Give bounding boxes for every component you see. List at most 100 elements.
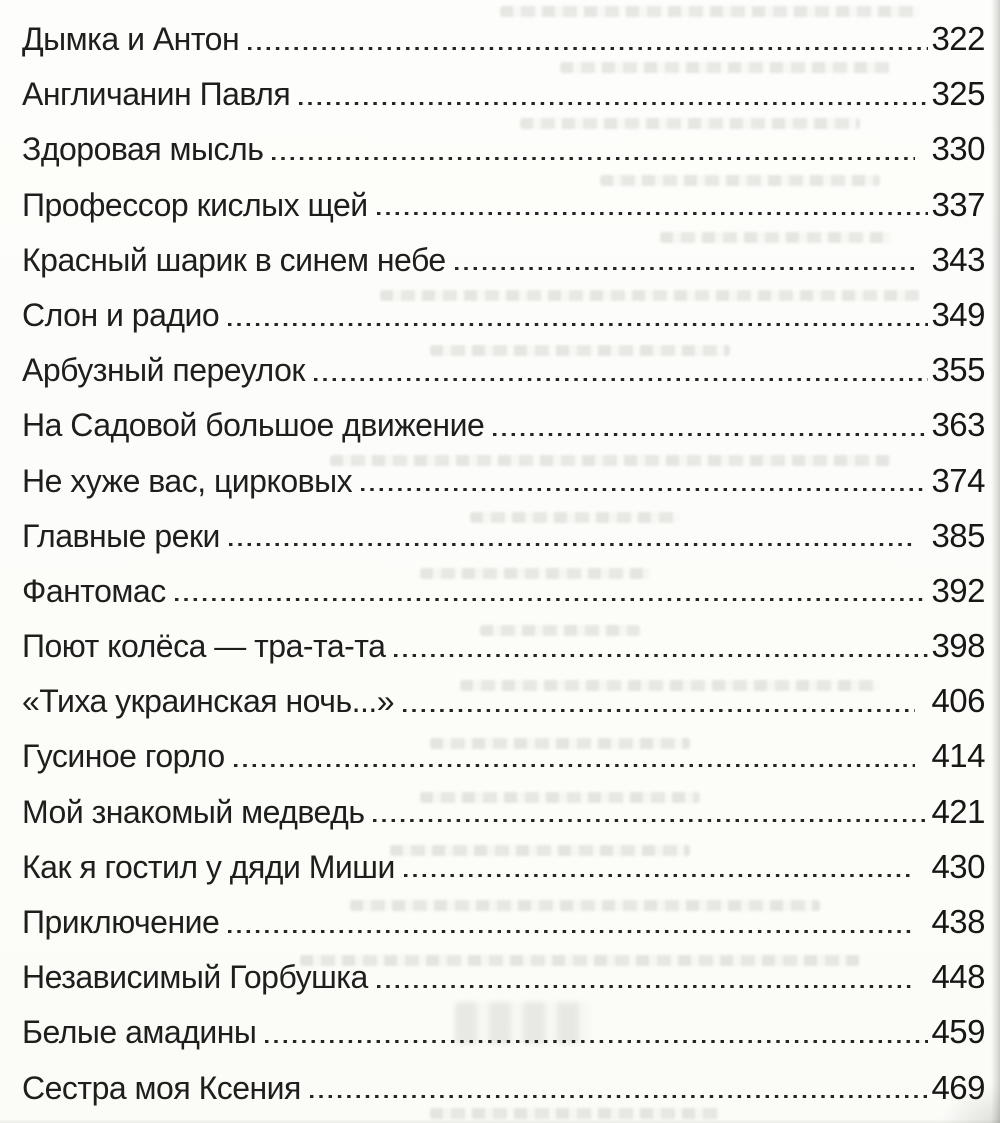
bleed-through-mark xyxy=(460,680,880,691)
toc-entry-title: Здоровая мысль xyxy=(22,131,264,168)
bleed-through-mark xyxy=(660,232,890,243)
toc-entry-title: Фантомас xyxy=(22,572,166,609)
toc-entry-page: 325 xyxy=(931,75,985,113)
toc-entry: Как я гостил у дяди Миши 430 xyxy=(22,836,985,891)
toc-entry-page: 438 xyxy=(931,903,985,940)
toc-entry: «Тиха украинская ночь...» 406 xyxy=(22,670,985,725)
toc-entry-title: Независимый Горбушка xyxy=(22,959,368,996)
dot-leader xyxy=(228,928,916,933)
toc-entry-title: Арбузный переулок xyxy=(22,352,305,389)
dot-leader xyxy=(403,707,916,713)
bleed-through-mark xyxy=(500,6,920,17)
toc-entry-page: 430 xyxy=(931,847,985,885)
dot-leader xyxy=(493,431,929,437)
toc-entry-page: 349 xyxy=(931,295,985,333)
toc-entry: Дымка и Антон 322 xyxy=(22,8,985,63)
toc-entry: Слон и радио 349 xyxy=(22,284,985,339)
bleed-through-mark xyxy=(520,118,860,129)
toc-entry-title: Красный шарик в синем небе xyxy=(22,241,446,278)
bleed-through-mark xyxy=(390,845,690,856)
toc-entry: Белые амадины 459 xyxy=(22,1001,985,1056)
dot-leader xyxy=(361,486,929,492)
bleed-through-mark xyxy=(420,792,700,803)
toc-entry-title: «Тиха украинская ночь...» xyxy=(22,683,395,720)
toc-entry-page: 322 xyxy=(931,20,985,57)
toc-entry-page: 355 xyxy=(931,351,985,389)
dot-leader xyxy=(248,45,929,50)
toc-entry: Главные реки 385 xyxy=(22,505,985,560)
toc-entry: На Садовой большое движение 363 xyxy=(22,394,985,449)
dot-leader xyxy=(313,376,929,382)
toc-entry-page: 392 xyxy=(931,571,985,609)
toc-entry-page: 385 xyxy=(931,516,985,554)
bleed-through-mark xyxy=(430,738,690,749)
toc-entry: Гусиное горло 414 xyxy=(22,725,985,780)
bleed-through-mark xyxy=(300,955,860,966)
bleed-through-mark xyxy=(380,290,920,301)
toc-entry-page: 330 xyxy=(931,130,985,168)
toc-entry: Поют колёса — тра-та-та 398 xyxy=(22,615,985,670)
toc-entry-page: 421 xyxy=(931,792,985,830)
bleed-through-mark xyxy=(330,455,890,466)
dot-leader xyxy=(265,1038,929,1044)
toc-entry: Мой знакомый медведь 421 xyxy=(22,781,985,836)
dot-leader xyxy=(394,652,929,658)
toc-entry-page: 343 xyxy=(931,240,985,278)
toc-entry-page: 414 xyxy=(931,737,985,775)
toc-entry: Англичанин Павля 325 xyxy=(22,63,985,118)
bleed-through-mark xyxy=(600,175,880,186)
bleed-through-mark xyxy=(560,62,890,73)
dot-leader xyxy=(373,817,929,823)
toc-entry-title: Мой знакомый медведь xyxy=(22,793,365,830)
bleed-through-mark xyxy=(420,568,650,579)
dot-leader xyxy=(299,100,929,106)
page-bottom-shadow xyxy=(0,1119,1000,1123)
dot-leader xyxy=(233,762,916,768)
toc-entry-page: 469 xyxy=(931,1069,985,1107)
toc-entry: Приключение 438 xyxy=(22,891,985,946)
dot-leader xyxy=(228,541,916,547)
toc-entry-title: Поют колёса — тра-та-та xyxy=(22,628,386,665)
toc-entry-title: Профессор кислых щей xyxy=(22,186,368,223)
toc-entry-page: 406 xyxy=(931,682,985,720)
dot-leader xyxy=(309,1093,929,1099)
toc-entry: Фантомас 392 xyxy=(22,560,985,615)
toc-entry-page: 374 xyxy=(931,461,985,499)
toc-entry-title: Как я гостил у дяди Миши xyxy=(22,848,395,885)
dot-leader xyxy=(403,872,916,878)
toc-entry-title: Англичанин Павля xyxy=(22,76,291,113)
toc-entry: Независимый Горбушка 448 xyxy=(22,946,985,1001)
toc-entry-title: Приключение xyxy=(22,904,220,940)
toc-entry: Сестра моя Ксения 469 xyxy=(22,1057,985,1112)
dot-leader xyxy=(174,596,929,602)
toc-entry-title: Гусиное горло xyxy=(22,738,225,775)
toc-entry-page: 363 xyxy=(931,406,985,444)
dot-leader xyxy=(376,210,929,216)
toc-entry-page: 448 xyxy=(931,958,985,996)
toc-entry-page: 337 xyxy=(931,185,985,223)
toc-entry-title: Главные реки xyxy=(22,517,220,554)
toc-entry-page: 398 xyxy=(931,627,985,665)
toc-entry: Здоровая мысль 330 xyxy=(22,118,985,173)
dot-leader xyxy=(228,320,929,326)
toc-entry-title: Слон и радио xyxy=(22,296,220,333)
bleed-through-mark xyxy=(480,625,640,636)
bleed-through-mark xyxy=(455,1002,590,1044)
toc-entry-title: Не хуже вас, цирковых xyxy=(22,462,353,499)
dot-leader xyxy=(376,983,916,989)
bleed-through-mark xyxy=(350,900,820,911)
bleed-through-mark xyxy=(470,512,680,523)
dot-leader xyxy=(272,155,916,161)
page-corner-shading xyxy=(940,1083,1000,1123)
dot-leader xyxy=(454,265,916,271)
bleed-through-mark xyxy=(430,345,730,356)
toc-entry: Арбузный переулок 355 xyxy=(22,339,985,394)
toc-entry-title: На Садовой большое движение xyxy=(22,407,485,444)
toc-entry: Профессор кислых щей 337 xyxy=(22,174,985,229)
toc-entry-title: Сестра моя Ксения xyxy=(22,1069,301,1106)
page-edge-shadow xyxy=(991,0,1000,1123)
toc-entry: Не хуже вас, цирковых 374 xyxy=(22,450,985,505)
toc-entry-page: 459 xyxy=(931,1013,985,1051)
